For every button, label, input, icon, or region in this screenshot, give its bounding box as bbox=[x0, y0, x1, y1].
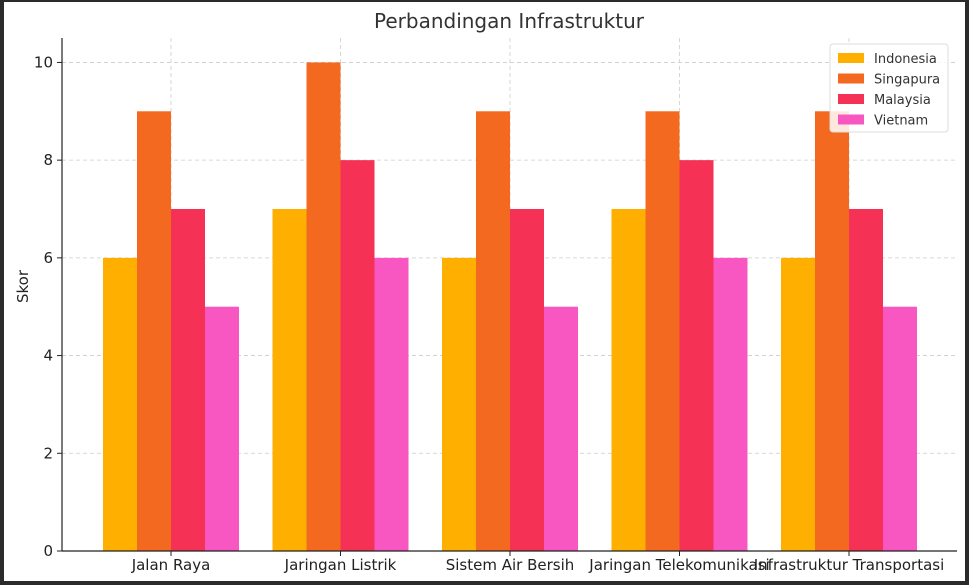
legend-box bbox=[829, 43, 949, 133]
legend-label: Singapura bbox=[874, 73, 940, 88]
bar bbox=[272, 209, 307, 551]
y-ticks: 0 2 4 6 8 10 bbox=[34, 53, 62, 560]
bar bbox=[171, 209, 205, 551]
bar bbox=[137, 111, 171, 552]
bar bbox=[883, 306, 917, 551]
bar bbox=[340, 160, 375, 551]
bars bbox=[103, 62, 917, 552]
chart-figure: 0 2 4 6 8 10 Jalan Raya Jaringan Listrik Sistem… bbox=[4, 2, 965, 581]
y-tick-label: 10 bbox=[34, 53, 53, 71]
bar bbox=[374, 257, 409, 551]
y-tick-label: 2 bbox=[43, 444, 53, 462]
bar bbox=[611, 209, 646, 551]
bar bbox=[645, 111, 680, 552]
bar bbox=[679, 160, 714, 551]
legend-label: Indonesia bbox=[874, 52, 937, 67]
x-ticks: Jalan Raya Jaringan Listrik Sistem Air Ber… bbox=[131, 551, 945, 574]
legend-swatch bbox=[838, 53, 864, 63]
y-tick-label: 0 bbox=[43, 542, 53, 560]
bar bbox=[510, 209, 544, 551]
bar bbox=[544, 306, 578, 551]
x-tick-label: Infrastruktur Transportasi bbox=[754, 556, 945, 574]
bar-chart: 0 2 4 6 8 10 Jalan Raya Jaringan Listrik Sistem… bbox=[14, 9, 957, 574]
bar bbox=[442, 257, 476, 551]
bar bbox=[815, 111, 849, 552]
bar bbox=[205, 306, 239, 551]
x-tick-label: Jaringan Telekomunikasi bbox=[588, 556, 769, 574]
y-tick-label: 4 bbox=[43, 347, 53, 365]
x-tick-label: Jalan Raya bbox=[131, 556, 211, 574]
x-tick-label: Sistem Air Bersih bbox=[446, 556, 575, 574]
chart-title: Perbandingan Infrastruktur bbox=[374, 9, 645, 33]
bar bbox=[103, 257, 137, 551]
bar bbox=[713, 257, 748, 551]
y-tick-label: 6 bbox=[43, 249, 53, 267]
bar bbox=[306, 62, 341, 552]
y-tick-label: 8 bbox=[43, 151, 53, 169]
bar bbox=[781, 257, 815, 551]
legend-swatch bbox=[838, 94, 864, 104]
legend-swatch bbox=[838, 114, 864, 125]
bar bbox=[476, 111, 510, 552]
y-axis-label: Skor bbox=[14, 269, 32, 303]
bar bbox=[849, 209, 883, 551]
legend-label: Vietnam bbox=[874, 114, 928, 129]
x-tick-label: Jaringan Listrik bbox=[284, 556, 397, 574]
legend-swatch bbox=[838, 73, 864, 84]
legend-label: Malaysia bbox=[874, 93, 931, 108]
legend: Indonesia Singapura Malaysia Vietnam bbox=[829, 43, 949, 133]
